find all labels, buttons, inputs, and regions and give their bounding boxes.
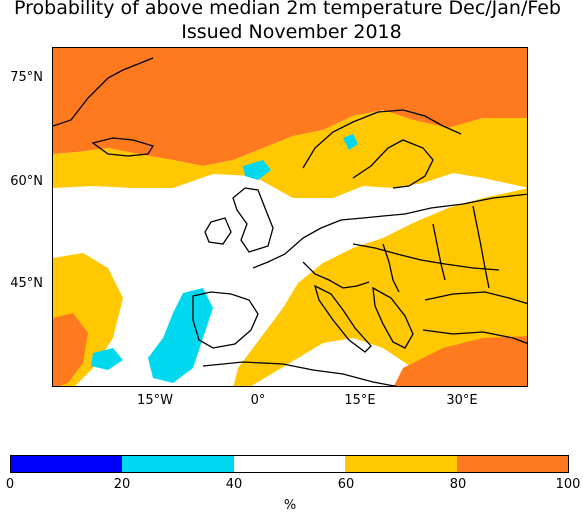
colorbar-segment-40-60 [233,456,346,472]
lon-label-15e: 15°E [344,393,376,408]
colorbar-tick-100: 100 [555,477,581,492]
map-title: Probability of above median 2m temperatu… [14,0,561,19]
lon-label-0: 0° [250,393,266,408]
colorbar-tick-0: 0 [5,477,15,492]
lat-label-60n: 60°N [10,174,43,189]
region-80-100-west [53,313,88,386]
region-80-100-southeast [394,336,527,386]
region-20-40-iberia-west [148,288,213,383]
colorbar-tick-80: 80 [449,477,467,492]
colorbar-unit: % [283,498,297,513]
coastlines [53,57,527,386]
colorbar-tick-60: 60 [337,477,355,492]
region-80-100-north [53,48,527,166]
colorbar-segment-80-100 [456,456,569,472]
colorbar-segment-60-80 [345,456,457,472]
lon-label-15w: 15°W [137,393,173,408]
region-60-80-east [233,188,527,386]
colorbar-tick-40: 40 [225,477,243,492]
colorbar [10,455,569,473]
probability-map[interactable] [52,47,528,387]
map-subtitle: Issued November 2018 [181,21,402,43]
region-20-40-north-sea [343,134,358,150]
map-canvas [53,48,527,386]
lat-label-75n: 75°N [10,70,43,85]
lat-label-45n: 45°N [10,276,43,291]
lon-label-30e: 30°E [446,393,478,408]
region-20-40-atlantic-b [243,160,271,180]
colorbar-segment-0-20 [11,456,123,472]
colorbar-tick-20: 20 [113,477,131,492]
colorbar-segment-20-40 [122,456,234,472]
region-60-80-northband [53,110,527,198]
region-20-40-atlantic-a [91,348,123,370]
